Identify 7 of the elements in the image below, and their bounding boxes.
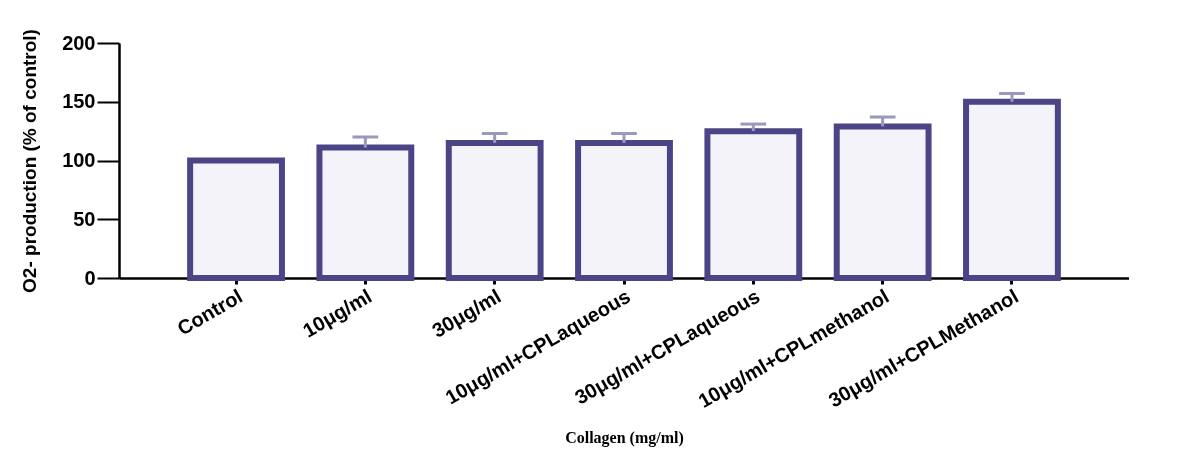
y-tick-label: 150 xyxy=(62,90,96,113)
y-tick-label: 200 xyxy=(62,31,96,54)
y-axis-title: O2- production (% of control) xyxy=(19,29,41,293)
y-tick-label: 50 xyxy=(73,207,96,230)
y-tick-label: 0 xyxy=(84,266,96,289)
x-axis-title: Collagen (mg/ml) xyxy=(565,428,684,447)
y-tick-label: 100 xyxy=(62,149,96,171)
